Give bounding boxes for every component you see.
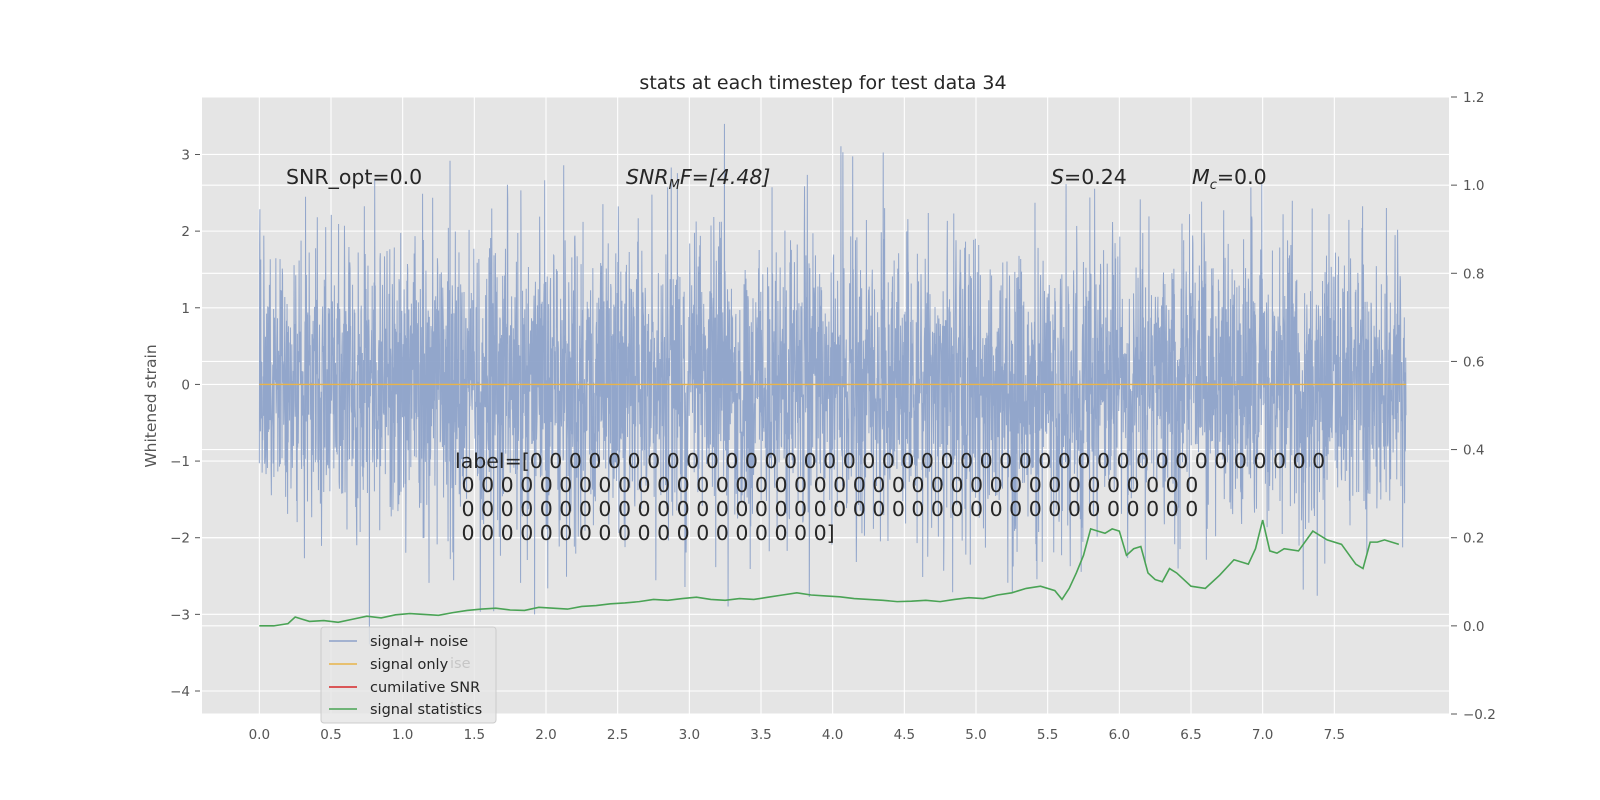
mc-sub: c: [1210, 178, 1217, 193]
snr-mf-rest: F=[4.48]: [680, 165, 771, 189]
x-tick-label: 3.5: [750, 727, 771, 743]
x-axis-ticks: 0.0 0.5 1.0 1.5 2.0 2.5 3.0 3.5 4.0 4.5 5.0 5.5 6.0 6…: [249, 727, 1345, 743]
snr-mf-sub: M: [669, 178, 680, 193]
y-axis-left-ticks: 3 2 1 0 −1 −2 −3 −4: [170, 147, 200, 700]
y-tick-label: −3: [170, 607, 190, 623]
y-tick-label: −2: [170, 531, 190, 547]
y-tick-label: 2: [181, 224, 190, 240]
y-right-tick-label: 1.2: [1463, 90, 1484, 106]
x-tick-label: 6.0: [1109, 727, 1130, 743]
y-right-tick-label: 0.8: [1463, 266, 1484, 282]
y-right-tick-label: 1.0: [1463, 178, 1484, 194]
snr-mf-annotation: SNRMF=[4.48]: [626, 165, 770, 193]
x-tick-label: 5.5: [1037, 727, 1058, 743]
series-layer: [259, 383, 1406, 627]
s-value: =0.24: [1064, 165, 1127, 189]
y-right-tick-label: 0.2: [1463, 531, 1484, 547]
y-tick-label: 3: [181, 147, 190, 163]
y-tick-label: −4: [170, 684, 190, 700]
legend-label-signal-only: signal only: [370, 657, 449, 673]
x-tick-label: 0.0: [249, 727, 270, 743]
legend-box: [320, 626, 497, 724]
y-right-tick-label: −0.2: [1463, 707, 1496, 723]
label-line-2: 0 0 0 0 0 0 0 0 0 0 0 0 0 0 0 0 0 0 0 0 …: [455, 473, 1198, 497]
x-tick-label: 7.5: [1324, 727, 1345, 743]
y-right-tick-label: 0.4: [1463, 443, 1484, 459]
legend-ghost-1: ise: [450, 656, 471, 672]
legend-ghost-2: ise: [450, 701, 471, 717]
mc-value: =0.0: [1217, 165, 1267, 189]
y-axis-label: Whitened strain: [142, 344, 160, 467]
x-tick-label: 1.0: [392, 727, 413, 743]
x-tick-label: 1.5: [464, 727, 485, 743]
x-tick-label: 2.5: [607, 727, 628, 743]
x-tick-label: 0.5: [320, 727, 341, 743]
x-tick-label: 2.0: [535, 727, 556, 743]
x-tick-label: 3.0: [679, 727, 700, 743]
s-var: S: [1051, 165, 1064, 189]
snr-mf-base: SNR: [626, 165, 669, 189]
label-line-3: 0 0 0 0 0 0 0 0 0 0 0 0 0 0 0 0 0 0 0 0 …: [455, 497, 1198, 521]
legend-label-signal-noise: signal+ noise: [370, 634, 468, 650]
x-tick-label: 5.0: [965, 727, 986, 743]
snr-opt-annotation: SNR_opt=0.0: [286, 165, 422, 190]
x-tick-label: 6.5: [1180, 727, 1201, 743]
chart-title: stats at each timestep for test data 34: [639, 72, 1006, 94]
mc-annotation: Mc=0.0: [1192, 165, 1267, 193]
label-line-4: 0 0 0 0 0 0 0 0 0 0 0 0 0 0 0 0 0 0 0]: [455, 521, 835, 545]
y-tick-label: −1: [170, 454, 190, 470]
y-tick-label: 1: [181, 301, 190, 317]
s-annotation: S=0.24: [1051, 165, 1127, 189]
y-right-tick-label: 0.6: [1463, 354, 1484, 370]
x-tick-label: 7.0: [1252, 727, 1273, 743]
y-axis-right-ticks: 1.2 1.0 0.8 0.6 0.4 0.2 0.0 −0.2: [1451, 90, 1496, 723]
legend-label-cumilative-snr: cumilative SNR: [370, 680, 480, 696]
signal-noise-line: [258, 123, 1407, 645]
signal-statistics-line: [259, 519, 1400, 627]
x-tick-label: 4.0: [822, 727, 843, 743]
x-tick-label: 4.5: [894, 727, 915, 743]
y-right-tick-label: 0.0: [1463, 619, 1484, 635]
signal-noise-series: [258, 123, 1407, 645]
legend-label-signal-statistics: signal statistics: [370, 702, 482, 718]
y-tick-label: 0: [181, 377, 190, 393]
mc-base: M: [1192, 165, 1210, 189]
label-line-1: label=[0 0 0 0 0 0 0 0 0 0 0 0 0 0 0 0 0…: [455, 449, 1325, 473]
legend: ise ise signal+ noise signal only cumila…: [320, 626, 497, 724]
